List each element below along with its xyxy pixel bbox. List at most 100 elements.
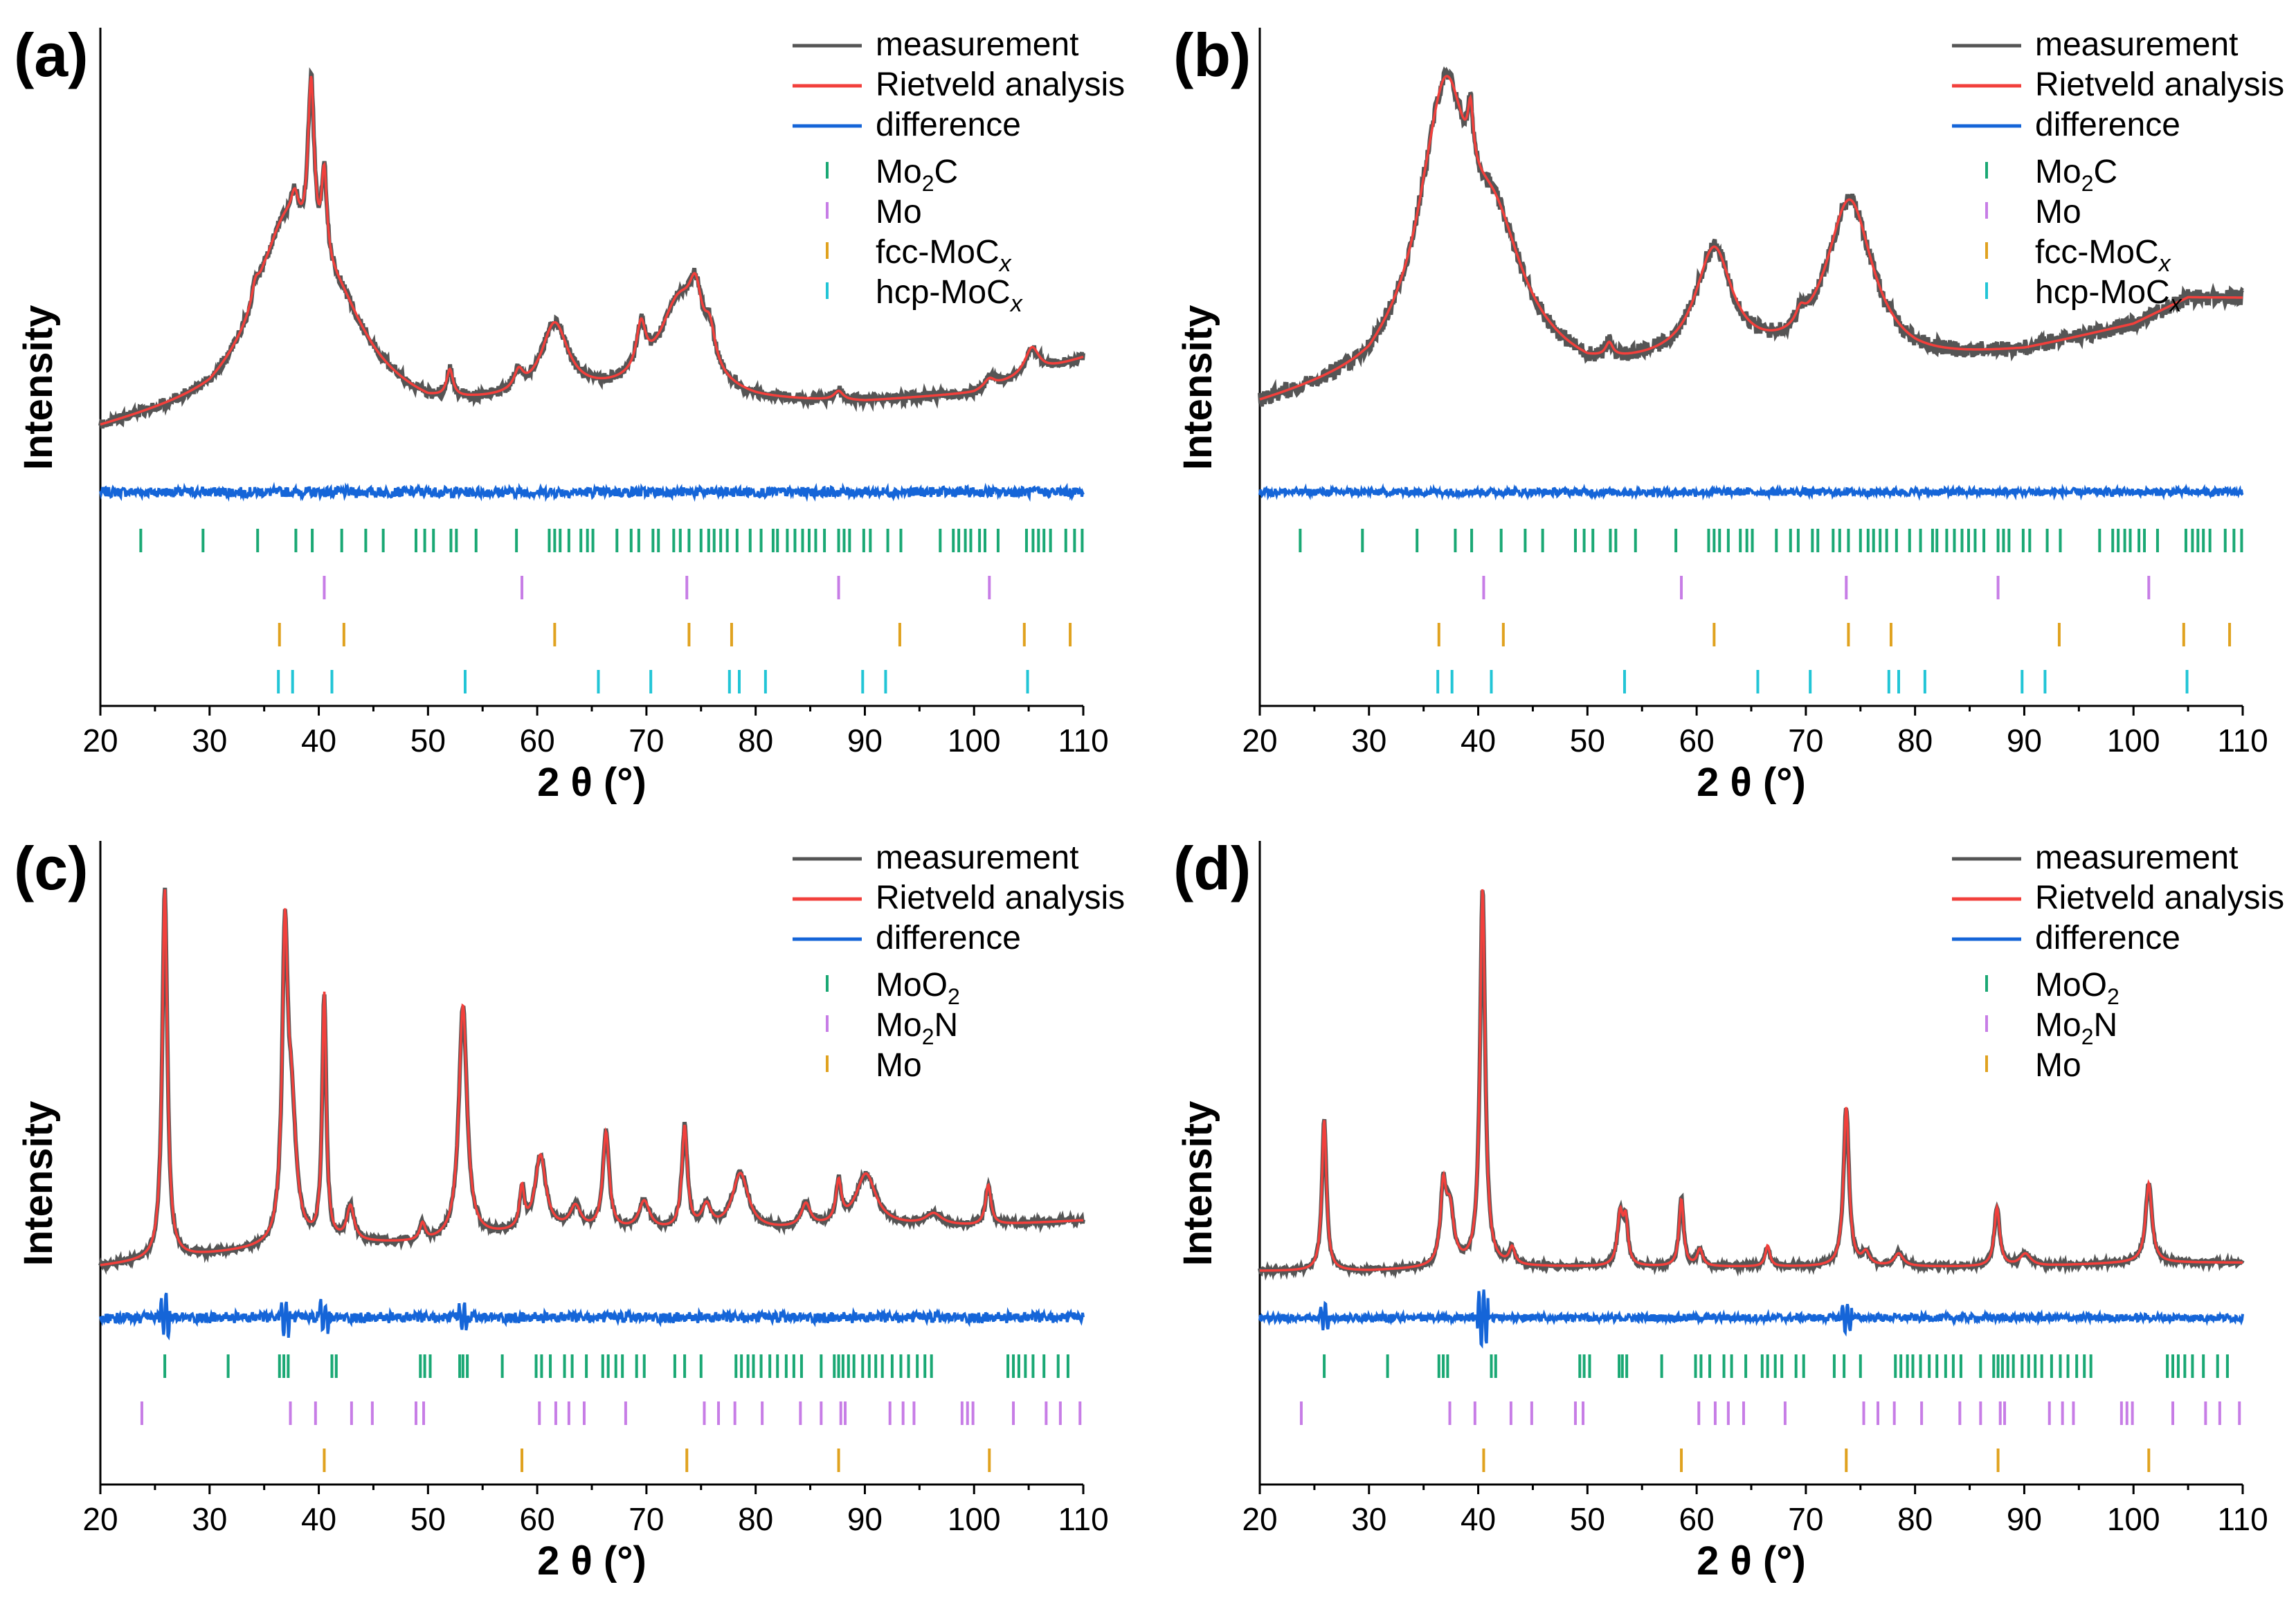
legend-difference-label: difference — [2035, 920, 2180, 956]
y-axis-label: Intensity — [1175, 1101, 1220, 1267]
legend-phase-sub: 2 — [948, 984, 960, 1009]
legend-phase-main: Mo — [2035, 1007, 2081, 1044]
difference-line — [1258, 1289, 2244, 1349]
legend-measurement-label: measurement — [2035, 839, 2238, 876]
x-tick-label: 60 — [1679, 1501, 1715, 1537]
rietveld-line — [1260, 889, 2243, 1272]
x-tick-label: 20 — [1242, 1501, 1277, 1537]
legend-phase-main: Mo — [876, 154, 922, 190]
x-tick-label: 80 — [738, 1501, 773, 1537]
x-tick-label: 80 — [1897, 723, 1933, 759]
panel-d: (d) Intensity 20 30 40 50 60 70 80 90 100 110 2 θ (°… — [1173, 834, 2284, 1583]
legend-rietveld-label: Rietveld analysis — [876, 66, 1125, 103]
legend-phase-label: Mo2N — [2035, 1007, 2117, 1049]
legend-phase-label: hcp-MoCx — [876, 274, 1023, 317]
legend-phase-label: MoO2 — [876, 967, 960, 1009]
x-tick-label: 40 — [1461, 723, 1496, 759]
x-tick-label: 80 — [1897, 1501, 1933, 1537]
legend-difference-label: difference — [2035, 107, 2180, 143]
panel-label: (a) — [14, 21, 89, 89]
rietveld-line — [100, 889, 1084, 1267]
legend-measurement-label: measurement — [876, 26, 1078, 63]
panel-label: (b) — [1173, 21, 1251, 89]
legend-rietveld-label: Rietveld analysis — [876, 880, 1125, 916]
legend-rietveld-label: Rietveld analysis — [2035, 880, 2284, 916]
x-tick-label: 100 — [948, 723, 1001, 759]
x-tick-label: 50 — [410, 1501, 446, 1537]
legend-phase-tail: C — [2093, 154, 2117, 190]
x-tick-label: 20 — [82, 723, 118, 759]
legend-phase-label: hcp-MoCx — [2035, 274, 2182, 317]
legend-difference-label: difference — [876, 920, 1021, 956]
legend-phase-sub-italic: x — [2158, 251, 2171, 277]
rietveld-line — [100, 75, 1084, 426]
legend-phase-label: Mo2C — [876, 154, 958, 196]
difference-line — [99, 482, 1085, 502]
legend-phase-sub-italic: x — [998, 251, 1012, 277]
legend-phase-sub: 2 — [2081, 1024, 2094, 1049]
x-tick-label: 40 — [301, 723, 336, 759]
legend-phase-label: Mo2C — [2035, 154, 2117, 196]
legend-phase-main: Mo — [876, 1047, 922, 1084]
x-tick-label: 30 — [1351, 1501, 1386, 1537]
legend-phase-main: Mo — [876, 1007, 922, 1044]
difference-line — [99, 1292, 1085, 1341]
legend-phase-label: fcc-MoCx — [876, 234, 1012, 277]
x-tick-label: 60 — [520, 723, 555, 759]
difference-line — [1258, 483, 2244, 501]
x-tick-label: 30 — [192, 1501, 227, 1537]
x-tick-label: 80 — [738, 723, 773, 759]
legend-phase-sub: 2 — [2107, 984, 2119, 1009]
x-tick-label: 100 — [2107, 1501, 2160, 1537]
legend-measurement-label: measurement — [2035, 26, 2238, 63]
x-tick-label: 40 — [1461, 1501, 1496, 1537]
x-tick-label: 100 — [2107, 723, 2160, 759]
x-tick-label: 50 — [410, 723, 446, 759]
x-axis-label: 2 θ (°) — [537, 760, 647, 805]
legend-phase-main: Mo — [2035, 194, 2081, 230]
legend-phase-sub-italic: x — [2169, 291, 2182, 317]
legend-phase-tail: C — [934, 154, 958, 190]
legend-phase-main: hcp-MoC — [2035, 274, 2170, 311]
legend-phase-label: MoO2 — [2035, 967, 2119, 1009]
x-tick-label: 90 — [847, 1501, 883, 1537]
x-tick-label: 100 — [948, 1501, 1001, 1537]
x-tick-label: 110 — [1058, 1501, 1108, 1537]
x-tick-label: 20 — [82, 1501, 118, 1537]
legend-phase-sub: 2 — [922, 1024, 934, 1049]
x-tick-label: 110 — [2217, 723, 2268, 759]
legend-phase-label: Mo — [876, 194, 922, 230]
x-axis-label: 2 θ (°) — [1697, 1538, 1806, 1583]
y-axis-label: Intensity — [16, 305, 61, 471]
legend-phase-label: Mo — [2035, 1047, 2081, 1084]
legend-difference-label: difference — [876, 107, 1021, 143]
x-tick-label: 30 — [192, 723, 227, 759]
legend-phase-main: MoO — [876, 967, 948, 1004]
legend-phase-label: Mo — [2035, 194, 2081, 230]
legend-phase-main: Mo — [876, 194, 922, 230]
legend-phase-main: Mo — [2035, 1047, 2081, 1084]
legend-rietveld-label: Rietveld analysis — [2035, 66, 2284, 103]
legend-phase-label: Mo2N — [876, 1007, 958, 1049]
x-axis-label: 2 θ (°) — [537, 1538, 647, 1583]
x-tick-label: 30 — [1351, 723, 1386, 759]
x-tick-label: 70 — [1788, 723, 1823, 759]
x-tick-label: 70 — [629, 723, 664, 759]
x-tick-label: 70 — [629, 1501, 664, 1537]
legend-phase-main: hcp-MoC — [876, 274, 1011, 311]
x-tick-label: 90 — [2007, 1501, 2042, 1537]
x-tick-label: 60 — [520, 1501, 555, 1537]
panel-label: (c) — [14, 834, 89, 902]
legend-phase-main: Mo — [2035, 154, 2081, 190]
x-tick-label: 60 — [1679, 723, 1715, 759]
x-tick-label: 70 — [1788, 1501, 1823, 1537]
legend-phase-main: fcc-MoC — [876, 234, 1000, 271]
legend-measurement-label: measurement — [876, 839, 1078, 876]
y-axis-label: Intensity — [1175, 305, 1220, 471]
legend-phase-sub: 2 — [922, 171, 934, 196]
x-tick-label: 110 — [2217, 1501, 2268, 1537]
legend-phase-tail: N — [934, 1007, 958, 1044]
legend-phase-label: fcc-MoCx — [2035, 234, 2171, 277]
x-tick-label: 50 — [1570, 723, 1605, 759]
